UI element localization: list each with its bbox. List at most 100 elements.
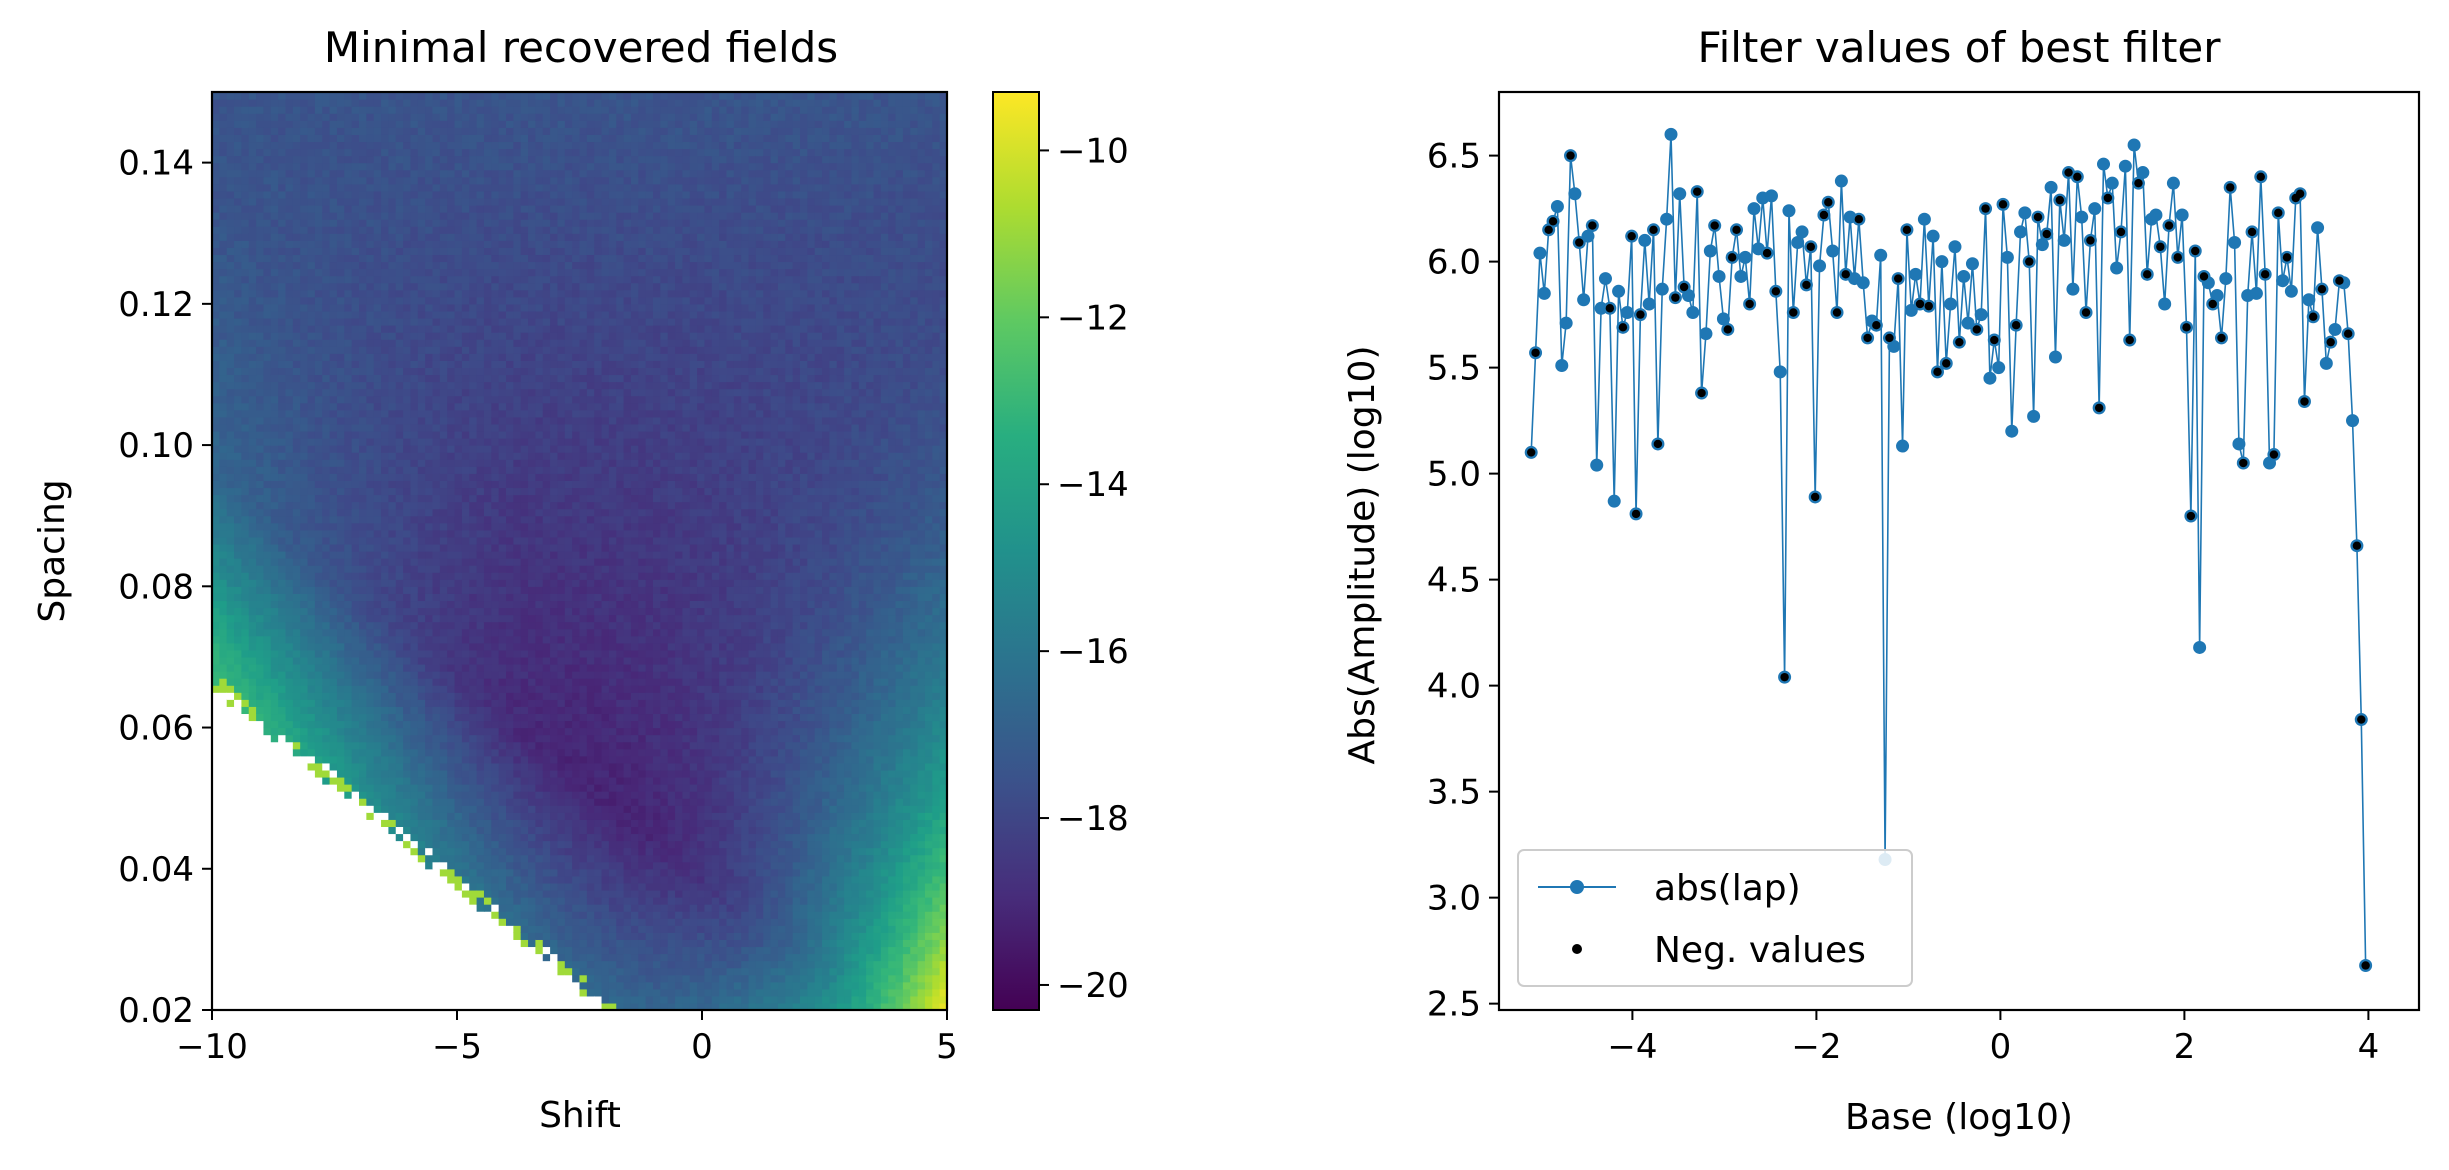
heatmap-cell (439, 282, 448, 291)
heatmap-cell (263, 332, 272, 340)
heatmap-cell (219, 92, 228, 100)
heatmap-cell (528, 346, 536, 354)
heatmap-cell (417, 833, 426, 842)
heatmap-cell (285, 635, 294, 644)
heatmap-cell (248, 635, 257, 644)
heatmap-cell (322, 515, 331, 524)
heatmap-cell (373, 798, 382, 806)
heatmap-cell (256, 579, 265, 587)
heatmap-cell (351, 663, 360, 672)
heatmap-cell (359, 501, 367, 510)
heatmap-cell (314, 289, 323, 298)
heatmap-cell (300, 353, 309, 361)
heatmap-cell (506, 92, 514, 100)
heatmap-cell (351, 692, 360, 700)
heatmap-cell (528, 889, 536, 898)
heatmap-cell (476, 847, 485, 856)
heatmap-cell (483, 374, 492, 383)
heatmap-cell (417, 240, 426, 248)
heatmap-cell (226, 508, 235, 517)
heatmap-cell (344, 508, 353, 517)
heatmap-cell (476, 353, 485, 361)
heatmap-cell (550, 656, 559, 665)
heatmap-cell (322, 607, 331, 616)
heatmap-cell (454, 402, 463, 411)
heatmap-cell (520, 487, 529, 496)
heatmap-cell (395, 367, 404, 376)
heatmap-cell (557, 614, 566, 623)
heatmap-cell (469, 868, 478, 877)
heatmap-cell (535, 840, 544, 849)
heatmap-cell (469, 685, 478, 693)
heatmap-cell (403, 522, 412, 531)
heatmap-cell (270, 212, 279, 220)
heatmap-cell (498, 656, 507, 665)
heatmap-cell (388, 685, 397, 693)
heatmap-cell (388, 607, 397, 616)
heatmap-cell (234, 430, 242, 439)
heatmap-cell (270, 332, 279, 340)
heatmap-cell (535, 176, 544, 185)
heatmap-cell (248, 374, 257, 383)
heatmap-cell (557, 480, 566, 489)
heatmap-cell (410, 699, 419, 707)
heatmap-cell (469, 755, 478, 764)
heatmap-cell (270, 649, 279, 658)
heatmap-cell (410, 706, 419, 715)
heatmap-cell (256, 120, 265, 128)
heatmap-cell (351, 303, 360, 312)
heatmap-cell (542, 480, 551, 489)
heatmap-cell (329, 572, 338, 580)
heatmap-cell (366, 663, 375, 672)
heatmap-cell (388, 190, 397, 199)
heatmap-cell (520, 388, 529, 397)
heatmap-cell (535, 374, 544, 383)
heatmap-cell (234, 508, 242, 517)
heatmap-cell (234, 628, 242, 637)
heatmap-cell (513, 374, 522, 383)
heatmap-cell (314, 317, 323, 326)
heatmap-cell (461, 551, 470, 559)
heatmap-cell (425, 473, 434, 481)
heatmap-cell (491, 233, 500, 241)
heatmap-cell (550, 515, 559, 524)
heatmap-cell (307, 635, 316, 644)
heatmap-cell (278, 176, 287, 185)
heatmap-cell (506, 176, 514, 185)
heatmap-cell (292, 325, 301, 333)
heatmap-cell (373, 247, 382, 256)
heatmap-cell (491, 833, 500, 842)
heatmap-cell (425, 430, 434, 439)
heatmap-cell (403, 819, 412, 827)
heatmap-cell (322, 148, 331, 157)
heatmap-cell (395, 360, 404, 368)
heatmap-cell (506, 162, 514, 171)
heatmap-cell (432, 551, 441, 559)
heatmap-cell (506, 586, 514, 594)
heatmap-cell (410, 748, 419, 757)
heatmap-cell (212, 621, 220, 630)
heatmap-cell (454, 459, 463, 467)
heatmap-cell (344, 240, 353, 248)
heatmap-cell (256, 353, 265, 361)
heatmap-cell (483, 819, 492, 827)
heatmap-cell (307, 494, 316, 503)
heatmap-cell (270, 621, 279, 630)
heatmap-cell (241, 120, 250, 128)
heatmap-cell (550, 303, 559, 312)
heatmap-cell (506, 882, 514, 891)
heatmap-cell (557, 685, 566, 693)
heatmap-cell (417, 438, 426, 446)
heatmap-cell (469, 409, 478, 418)
heatmap-cell (256, 134, 265, 143)
heatmap-cell (395, 233, 404, 241)
heatmap-cell (395, 558, 404, 566)
heatmap-cell (212, 360, 220, 368)
heatmap-cell (498, 529, 507, 538)
heatmap-cell (425, 466, 434, 474)
heatmap-cell (285, 430, 294, 439)
heatmap-cell (535, 438, 544, 446)
heatmap-cell (292, 141, 301, 150)
heatmap-cell (373, 642, 382, 651)
heatmap-cell (234, 558, 242, 566)
